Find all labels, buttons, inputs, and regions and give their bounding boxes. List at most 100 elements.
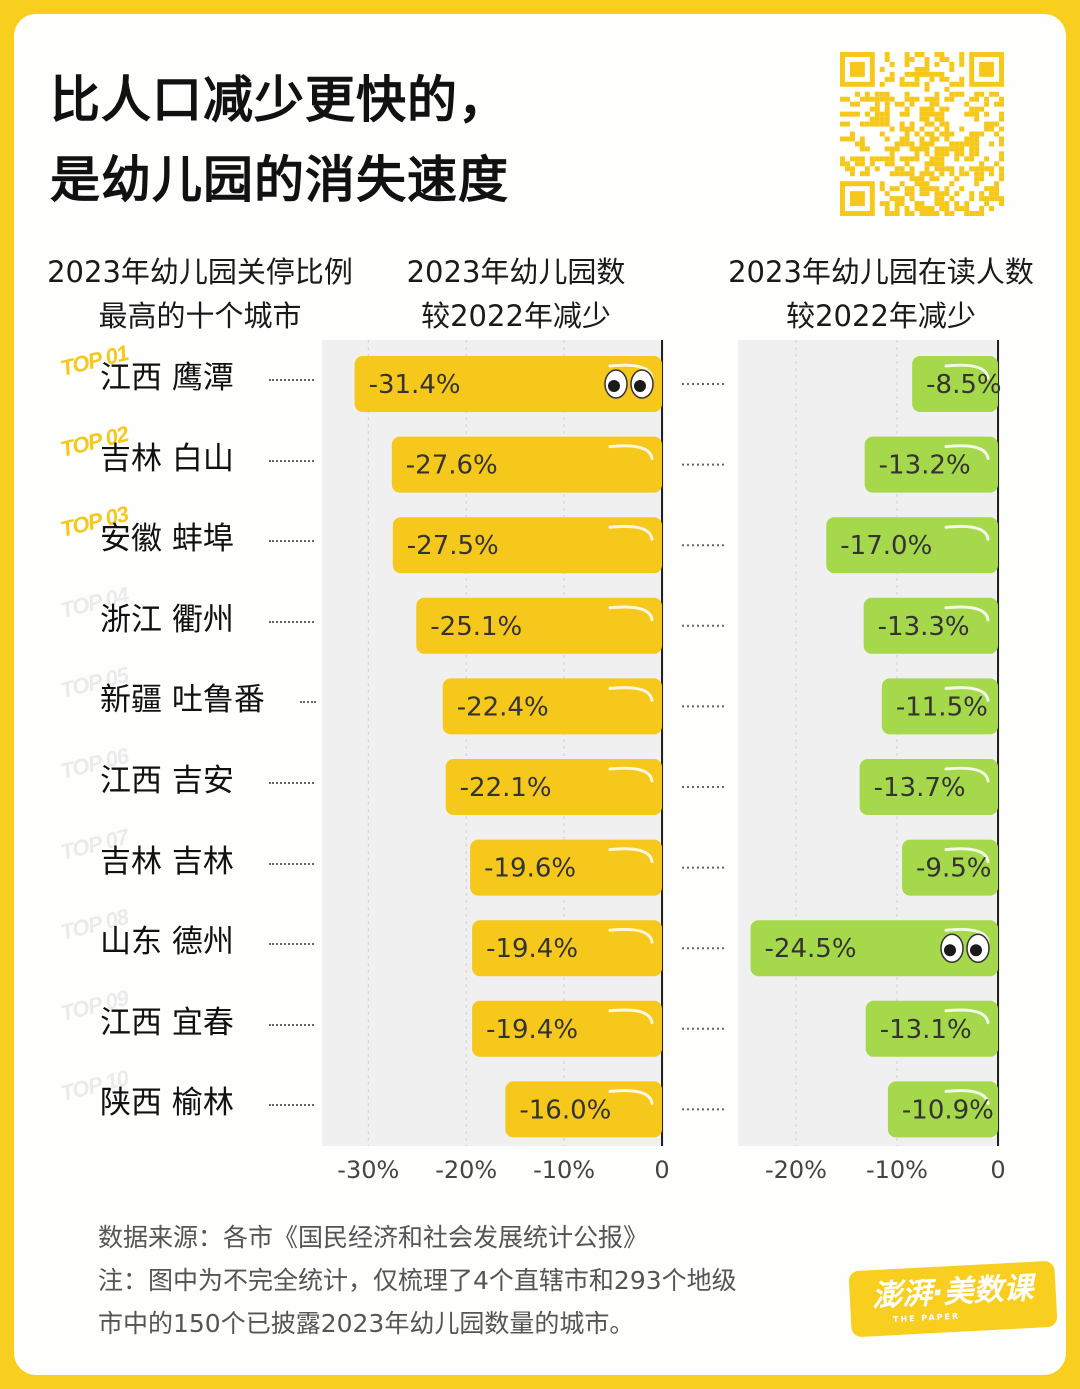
bar bbox=[416, 597, 662, 654]
bar-highlight bbox=[944, 605, 990, 622]
bar bbox=[902, 839, 998, 896]
city-row: TOP 02 吉林 白山 bbox=[14, 421, 324, 506]
source-line-2: 注：图中为不完全统计，仅梳理了4个直辖市和293个地级 bbox=[98, 1266, 737, 1295]
bar bbox=[887, 1081, 998, 1138]
bar-highlight bbox=[944, 766, 990, 783]
title-line-1: 比人口减少更快的， bbox=[50, 71, 509, 129]
bar-value-label: -13.2% bbox=[879, 451, 971, 481]
bar-value-label: -25.1% bbox=[430, 612, 522, 642]
city-name: 吉林 吉林 bbox=[100, 843, 234, 880]
bar-highlight bbox=[608, 605, 654, 622]
bar-highlight bbox=[944, 1089, 990, 1105]
bar-value-label: -19.4% bbox=[486, 934, 578, 964]
bar bbox=[859, 759, 998, 815]
eyes-icon bbox=[940, 933, 990, 963]
bar-highlight bbox=[608, 444, 654, 461]
bar-highlight bbox=[944, 363, 990, 380]
bar-highlight bbox=[944, 524, 990, 541]
bar-highlight bbox=[944, 444, 990, 461]
bar-highlight bbox=[944, 686, 990, 702]
tick-label: -10% bbox=[866, 1156, 928, 1184]
city-row: TOP 09 江西 宜春 bbox=[14, 985, 324, 1070]
bar-highlight bbox=[608, 766, 654, 783]
city-name: 山东 德州 bbox=[100, 924, 234, 961]
kindergarten-header-line-1: 2023年幼儿园数 bbox=[406, 255, 626, 289]
bar-value-label: -22.1% bbox=[460, 773, 552, 803]
enrollment-column-header: 2023年幼儿园在读人数 较2022年减少 bbox=[686, 250, 1066, 338]
bar-highlight bbox=[944, 847, 990, 864]
tick-label: -20% bbox=[435, 1156, 497, 1184]
dotted-leader bbox=[269, 862, 314, 865]
city-name: 江西 宜春 bbox=[100, 1004, 234, 1041]
bar bbox=[391, 436, 662, 493]
city-row: TOP 10 陕西 榆林 bbox=[14, 1065, 324, 1150]
bar bbox=[863, 597, 998, 654]
city-row: TOP 07 吉林 吉林 bbox=[14, 824, 324, 909]
dotted-leader bbox=[269, 782, 314, 784]
enrollment-chart: -20% -10% 0 -8.5% -13.2% -17.0% -13.3% -11.5% -1… bbox=[682, 340, 1006, 1184]
bar bbox=[912, 356, 998, 412]
bar-value-label: -19.6% bbox=[484, 854, 576, 884]
city-header-line-2: 最高的十个城市 bbox=[98, 299, 302, 333]
source-note: 数据来源：各市《国民经济和社会发展统计公报》 注：图中为不完全统计，仅梳理了4个… bbox=[98, 1216, 737, 1345]
bar-value-label: -13.7% bbox=[874, 773, 966, 803]
page-title: 比人口减少更快的， 是幼儿园的消失速度 bbox=[50, 60, 509, 220]
brand-sub: THE PAPER bbox=[892, 1311, 961, 1325]
poster-card: 比人口减少更快的， 是幼儿园的消失速度 2023年幼儿园关停比例 最高的十个城市… bbox=[14, 14, 1066, 1375]
enrollment-header-line-1: 2023年幼儿园在读人数 bbox=[728, 255, 1034, 289]
tick-label: -20% bbox=[765, 1156, 827, 1184]
bar-charts: -30% -20% -10% 0 -31.4% -27.6% -27.5% -25.1% -22… bbox=[337, 340, 1006, 1184]
tick-label: 0 bbox=[654, 1156, 669, 1184]
tick-label: -30% bbox=[337, 1156, 399, 1184]
bar-value-label: -13.1% bbox=[880, 1015, 972, 1045]
kindergarten-column-header: 2023年幼儿园数 较2022年减少 bbox=[366, 250, 666, 338]
bar-value-label: -17.0% bbox=[840, 531, 932, 561]
tick-label: -10% bbox=[533, 1156, 595, 1184]
bar-highlight bbox=[608, 847, 654, 864]
city-row: TOP 05 新疆 吐鲁番 bbox=[14, 662, 324, 747]
bar bbox=[750, 920, 998, 977]
city-column-header: 2023年幼儿园关停比例 最高的十个城市 bbox=[14, 250, 386, 338]
bar-value-label: -31.4% bbox=[369, 370, 461, 400]
bar-value-label: -9.5% bbox=[916, 854, 991, 884]
bar-highlight bbox=[944, 1008, 990, 1025]
bar-value-label: -11.5% bbox=[896, 692, 988, 722]
title-line-2: 是幼儿园的消失速度 bbox=[50, 151, 509, 209]
dotted-leader bbox=[269, 379, 314, 381]
city-row: TOP 01 江西 鹰潭 bbox=[14, 340, 324, 425]
kindergarten-header-line-2: 较2022年减少 bbox=[421, 299, 611, 333]
city-name: 吉林 白山 bbox=[100, 440, 234, 477]
eyes-icon bbox=[604, 369, 654, 399]
bar bbox=[881, 678, 998, 735]
bar bbox=[354, 356, 662, 412]
city-name: 浙江 衢州 bbox=[100, 601, 234, 638]
city-name: 江西 鹰潭 bbox=[100, 360, 234, 396]
city-row: TOP 06 江西 吉安 bbox=[14, 743, 324, 828]
bar bbox=[505, 1081, 662, 1138]
bar bbox=[864, 436, 998, 493]
bar-value-label: -10.9% bbox=[902, 1095, 994, 1125]
bar-highlight bbox=[608, 686, 654, 702]
bar bbox=[826, 517, 998, 574]
city-row: TOP 08 山东 德州 bbox=[14, 904, 324, 989]
dotted-leader bbox=[269, 459, 314, 462]
city-header-line-1: 2023年幼儿园关停比例 bbox=[47, 255, 353, 289]
dotted-leader bbox=[269, 943, 314, 946]
bar bbox=[472, 920, 662, 977]
dotted-leader bbox=[300, 701, 316, 704]
source-line-1: 数据来源：各市《国民经济和社会发展统计公报》 bbox=[98, 1223, 649, 1252]
bar bbox=[470, 839, 662, 896]
qr-code-icon[interactable] bbox=[840, 52, 1004, 216]
bar-value-label: -13.3% bbox=[878, 612, 970, 642]
brand-name: 澎湃·美数课 bbox=[871, 1270, 1035, 1315]
brand-logo: 澎湃·美数课 THE PAPER bbox=[848, 1260, 1058, 1338]
dotted-leader bbox=[269, 540, 314, 543]
dotted-leader bbox=[269, 620, 314, 623]
city-name: 安徽 蚌埠 bbox=[100, 521, 234, 558]
dotted-leader bbox=[269, 1023, 314, 1026]
city-name: 江西 吉安 bbox=[100, 763, 234, 799]
source-line-3: 市中的150个已披露2023年幼儿园数量的城市。 bbox=[98, 1309, 635, 1338]
city-name: 新疆 吐鲁番 bbox=[100, 682, 265, 719]
bar bbox=[472, 1000, 662, 1057]
enrollment-header-line-2: 较2022年减少 bbox=[786, 299, 976, 333]
